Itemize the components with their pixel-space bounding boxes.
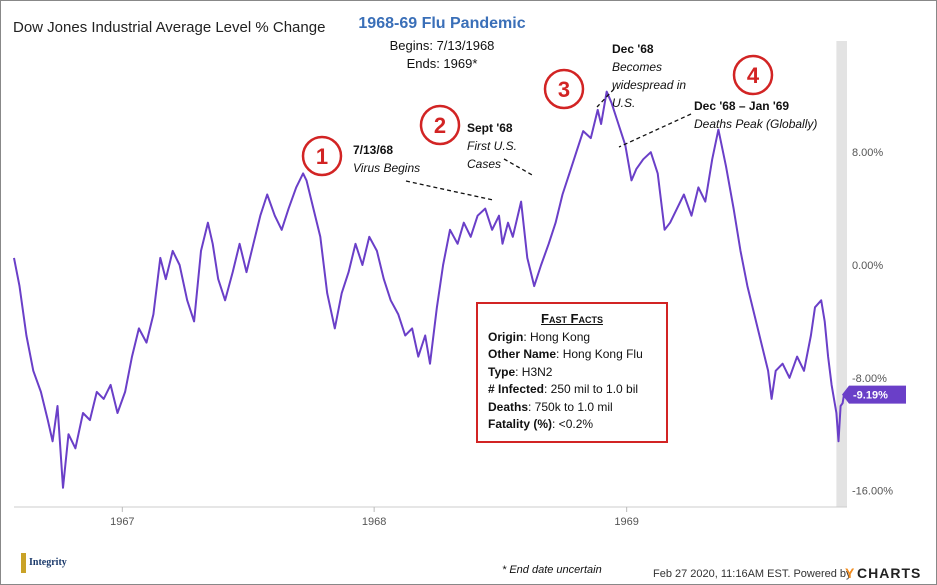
callout-1: 1 [301,135,343,177]
y-tick-label: -8.00% [852,373,887,385]
event-begins: Begins: 7/13/1968 [390,38,495,53]
callout-2: 2 [419,104,461,146]
annotation-3-line-3: U.S. [612,96,635,110]
series-line [13,90,845,489]
annotation-3-date: Dec '68 [612,42,654,56]
logo-mark [21,553,26,573]
annotation-2-date: Sept '68 [467,121,513,135]
connector-1 [405,180,494,201]
last-value-label: -9.19% [853,390,888,402]
fact-label: Other Name [488,347,557,361]
callout-circle-1 [301,135,343,177]
event-title: 1968-69 Flu Pandemic [358,15,525,32]
annotation-2-line-2: Cases [467,157,501,171]
x-tick-label: 1968 [362,516,386,528]
fast-facts-title: Fast Facts [541,311,603,326]
annotation-4-text: Deaths Peak (Globally) [694,117,817,131]
fact-label: Fatality (%) [488,417,553,431]
fact-value: : Hong Kong Flu [556,347,643,361]
x-ticks: 1967 1968 1969 [110,507,639,528]
connector-2 [503,158,535,177]
last-value-tag: -9.19% [842,385,906,404]
timestamp: Feb 27 2020, 11:16AM EST. Powered by [653,568,852,580]
fact-deaths: Deaths: 750k to 1.0 mil [488,399,656,417]
x-tick-label: 1969 [614,516,638,528]
callout-circle-4 [732,54,774,96]
integrity-logo: Integrity [19,551,79,579]
connector-4 [618,113,692,148]
fact-other-name: Other Name: Hong Kong Flu [488,346,656,364]
fact-label: # Infected [488,382,545,396]
chart-title: Dow Jones Industrial Average Level % Cha… [13,19,325,36]
last-value-badge [842,385,906,404]
annotation-connectors [405,88,692,201]
y-ticks: 8.00% 0.00% -8.00% -16.00% [852,147,893,497]
fact-fatality: Fatality (%): <0.2% [488,416,656,434]
fact-infected: # Infected: 250 mil to 1.0 bil [488,381,656,399]
callout-4: 4 [732,54,774,96]
callout-number-4: 4 [747,63,760,88]
callout-number-2: 2 [434,113,446,138]
fact-value: : <0.2% [552,417,594,431]
fact-value: : 750k to 1.0 mil [528,399,613,414]
fact-type: Type: H3N2 [488,364,656,382]
x-tick-label: 1967 [110,516,134,528]
fact-label: Origin [488,329,524,344]
event-ends: Ends: 1969* [407,56,478,71]
fact-label: Deaths [488,399,529,414]
annotation-1-date: 7/13/68 [353,143,393,157]
fact-value: : Hong Kong [523,329,591,344]
logo-text: Integrity [29,557,67,568]
fact-label: Type [488,364,516,379]
annotation-1-text: Virus Begins [353,161,420,175]
callout-circle-3 [543,68,585,110]
ycharts-brand-rest: CHARTS [857,565,921,581]
annotation-3-line-1: Becomes [612,60,662,74]
fast-facts-box: Fast Facts Origin: Hong Kong Other Name:… [476,302,668,443]
fact-value: : H3N2 [515,364,553,379]
annotation-3-line-2: widespread in [612,78,686,92]
callout-circle-2 [419,104,461,146]
annotation-4-date: Dec '68 – Jan '69 [694,99,789,113]
fact-value: : 250 mil to 1.0 bil [544,382,639,396]
y-tick-label: 0.00% [852,260,883,272]
callout-number-1: 1 [316,144,328,169]
shaded-region [836,41,847,507]
callout-3: 3 [543,68,585,110]
annotation-2-line-1: First U.S. [467,139,517,153]
callout-number-3: 3 [558,77,570,102]
ycharts-brand-y: Y [845,565,855,581]
fact-origin: Origin: Hong Kong [488,329,656,347]
y-tick-label: 8.00% [852,147,883,159]
y-tick-label: -16.00% [852,486,893,498]
footnote: * End date uncertain [502,564,602,576]
